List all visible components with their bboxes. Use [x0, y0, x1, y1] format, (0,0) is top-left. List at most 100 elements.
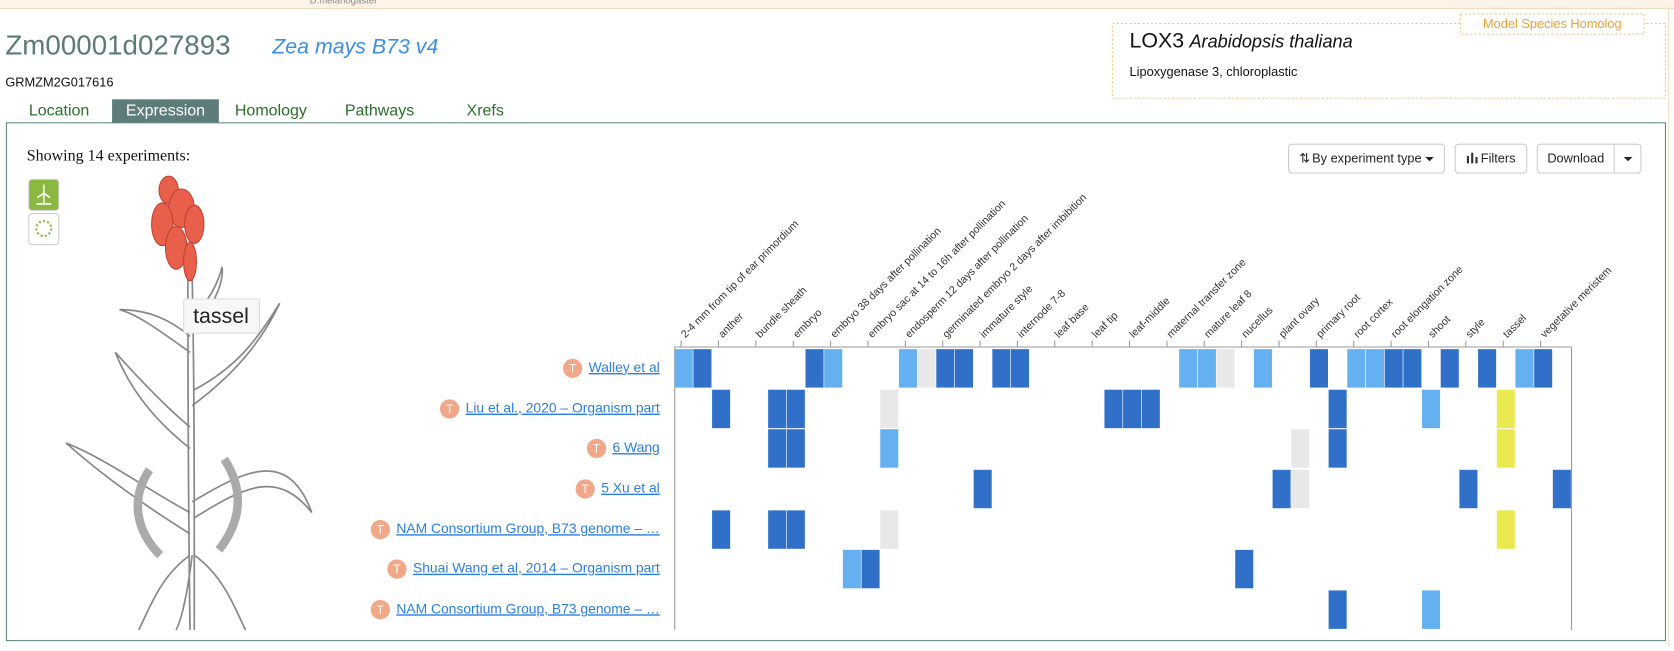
heat-cell[interactable]	[1291, 469, 1310, 509]
heat-cell[interactable]	[1291, 429, 1310, 468]
heat-cell[interactable]	[880, 510, 899, 549]
heat-cell[interactable]	[1422, 389, 1441, 429]
heat-cell[interactable]	[1552, 469, 1571, 509]
tissue-label: embryo	[791, 307, 825, 341]
experiment-link[interactable]: Liu et al., 2020 – Organism part	[466, 400, 660, 416]
heat-cell[interactable]	[1104, 389, 1123, 429]
heat-cell[interactable]	[1496, 510, 1515, 549]
heat-cell[interactable]	[973, 469, 992, 509]
heat-cell[interactable]	[1328, 590, 1347, 629]
heat-cell[interactable]	[674, 349, 693, 388]
tissue-label: nucellus	[1239, 304, 1275, 340]
homolog-badge	[1459, 13, 1645, 35]
sort-icon: ⇅	[1299, 151, 1310, 166]
heat-cell[interactable]	[693, 349, 712, 388]
heat-cell[interactable]	[861, 549, 880, 589]
alt-id: GRMZM2G017616	[5, 75, 113, 90]
heat-cell[interactable]	[1328, 429, 1347, 468]
experiment-badge	[563, 358, 583, 378]
experiment-link[interactable]: NAM Consortium Group, B73 genome – …	[396, 520, 659, 536]
heat-cell[interactable]	[1478, 349, 1497, 388]
tooltip	[183, 298, 260, 334]
experiment-link[interactable]: Walley et al	[589, 359, 660, 375]
heat-cell[interactable]	[805, 349, 824, 388]
heat-cell[interactable]	[768, 429, 787, 468]
tab[interactable]: Homology	[235, 102, 307, 119]
download-label[interactable]: Download	[1547, 151, 1604, 166]
experiment-link[interactable]: 5 Xu et al	[601, 480, 660, 496]
cell-icon	[35, 219, 53, 238]
heat-cell[interactable]	[880, 429, 899, 468]
heat-cell[interactable]	[1123, 389, 1142, 429]
heat-cell[interactable]	[768, 510, 787, 549]
heat-cell[interactable]	[1272, 469, 1291, 509]
heat-cell[interactable]	[917, 349, 936, 388]
heat-cell[interactable]	[1309, 349, 1328, 388]
heat-cell[interactable]	[1216, 349, 1235, 388]
heat-cell[interactable]	[786, 389, 805, 429]
heat-cell[interactable]	[1459, 469, 1478, 509]
heat-cell[interactable]	[1403, 349, 1422, 388]
heat-cell[interactable]	[898, 349, 917, 388]
heat-cell[interactable]	[1422, 590, 1441, 629]
experiment-badge-text: T	[446, 403, 453, 416]
experiment-badge	[370, 519, 390, 540]
download-button[interactable]	[1536, 143, 1642, 174]
tissue-label: tassel	[1501, 312, 1529, 340]
heat-cell[interactable]	[1328, 389, 1347, 429]
heat-cell[interactable]	[786, 510, 805, 549]
experiment-link[interactable]: 6 Wang	[613, 439, 660, 455]
assembly[interactable]: Zea mays B73 v4	[271, 35, 438, 59]
experiment-badge	[440, 399, 460, 419]
filters-button[interactable]	[1454, 143, 1528, 174]
heat-cell[interactable]	[1384, 349, 1403, 388]
heat-cell[interactable]	[712, 389, 731, 429]
sort-label[interactable]: By experiment type	[1312, 151, 1422, 166]
heat-cell[interactable]	[1253, 349, 1272, 388]
heat-cell[interactable]	[1496, 429, 1515, 468]
heat-cell[interactable]	[786, 429, 805, 468]
heat-cell[interactable]	[712, 510, 731, 549]
heat-cell[interactable]	[1515, 349, 1534, 388]
heat-cell[interactable]	[1347, 349, 1366, 388]
heat-cell[interactable]	[954, 349, 974, 388]
experiment-badge-text: T	[377, 524, 384, 537]
heat-cell[interactable]	[842, 549, 861, 589]
filters-label[interactable]: Filters	[1481, 151, 1516, 166]
tab[interactable]: Xrefs	[467, 102, 504, 119]
homolog-species: Arabidopsis thaliana	[1188, 32, 1352, 52]
heat-cell[interactable]	[936, 349, 955, 388]
top-strip-text: D.melanogaster	[310, 0, 379, 7]
caret	[1425, 156, 1434, 162]
tab-active[interactable]: Expression	[126, 102, 205, 119]
plant-icon	[36, 184, 52, 205]
heat-cell[interactable]	[1235, 549, 1254, 589]
cell-view-button[interactable]	[28, 213, 60, 246]
heat-cell[interactable]	[880, 389, 899, 429]
caret[interactable]	[1623, 156, 1633, 162]
heat-cell[interactable]	[1496, 389, 1515, 429]
experiment-link[interactable]: NAM Consortium Group, B73 genome – …	[396, 600, 659, 616]
heat-cell[interactable]	[1141, 389, 1160, 429]
heat-cell[interactable]	[1011, 349, 1030, 388]
heat-cell[interactable]	[1365, 349, 1385, 388]
sort-button[interactable]	[1288, 143, 1445, 174]
experiment-link[interactable]: Shuai Wang et al, 2014 – Organism part	[413, 560, 660, 576]
experiment-badge-text: T	[582, 483, 589, 496]
heat-cell[interactable]	[992, 349, 1011, 388]
heat-cell[interactable]	[1440, 349, 1459, 388]
experiment-badge	[370, 600, 390, 620]
heat-cell[interactable]	[768, 389, 787, 429]
filters-icon	[1466, 152, 1478, 164]
heat-cell[interactable]	[824, 349, 843, 388]
tab[interactable]: Location	[29, 102, 89, 119]
tab[interactable]: Pathways	[345, 102, 414, 119]
homolog-box	[1111, 23, 1666, 99]
plant	[65, 175, 313, 631]
heat-cell[interactable]	[1197, 349, 1216, 388]
tissue-label: vegetative meristem	[1538, 264, 1614, 340]
heat-cell[interactable]	[1534, 349, 1553, 388]
heat-cell[interactable]	[1179, 349, 1198, 388]
